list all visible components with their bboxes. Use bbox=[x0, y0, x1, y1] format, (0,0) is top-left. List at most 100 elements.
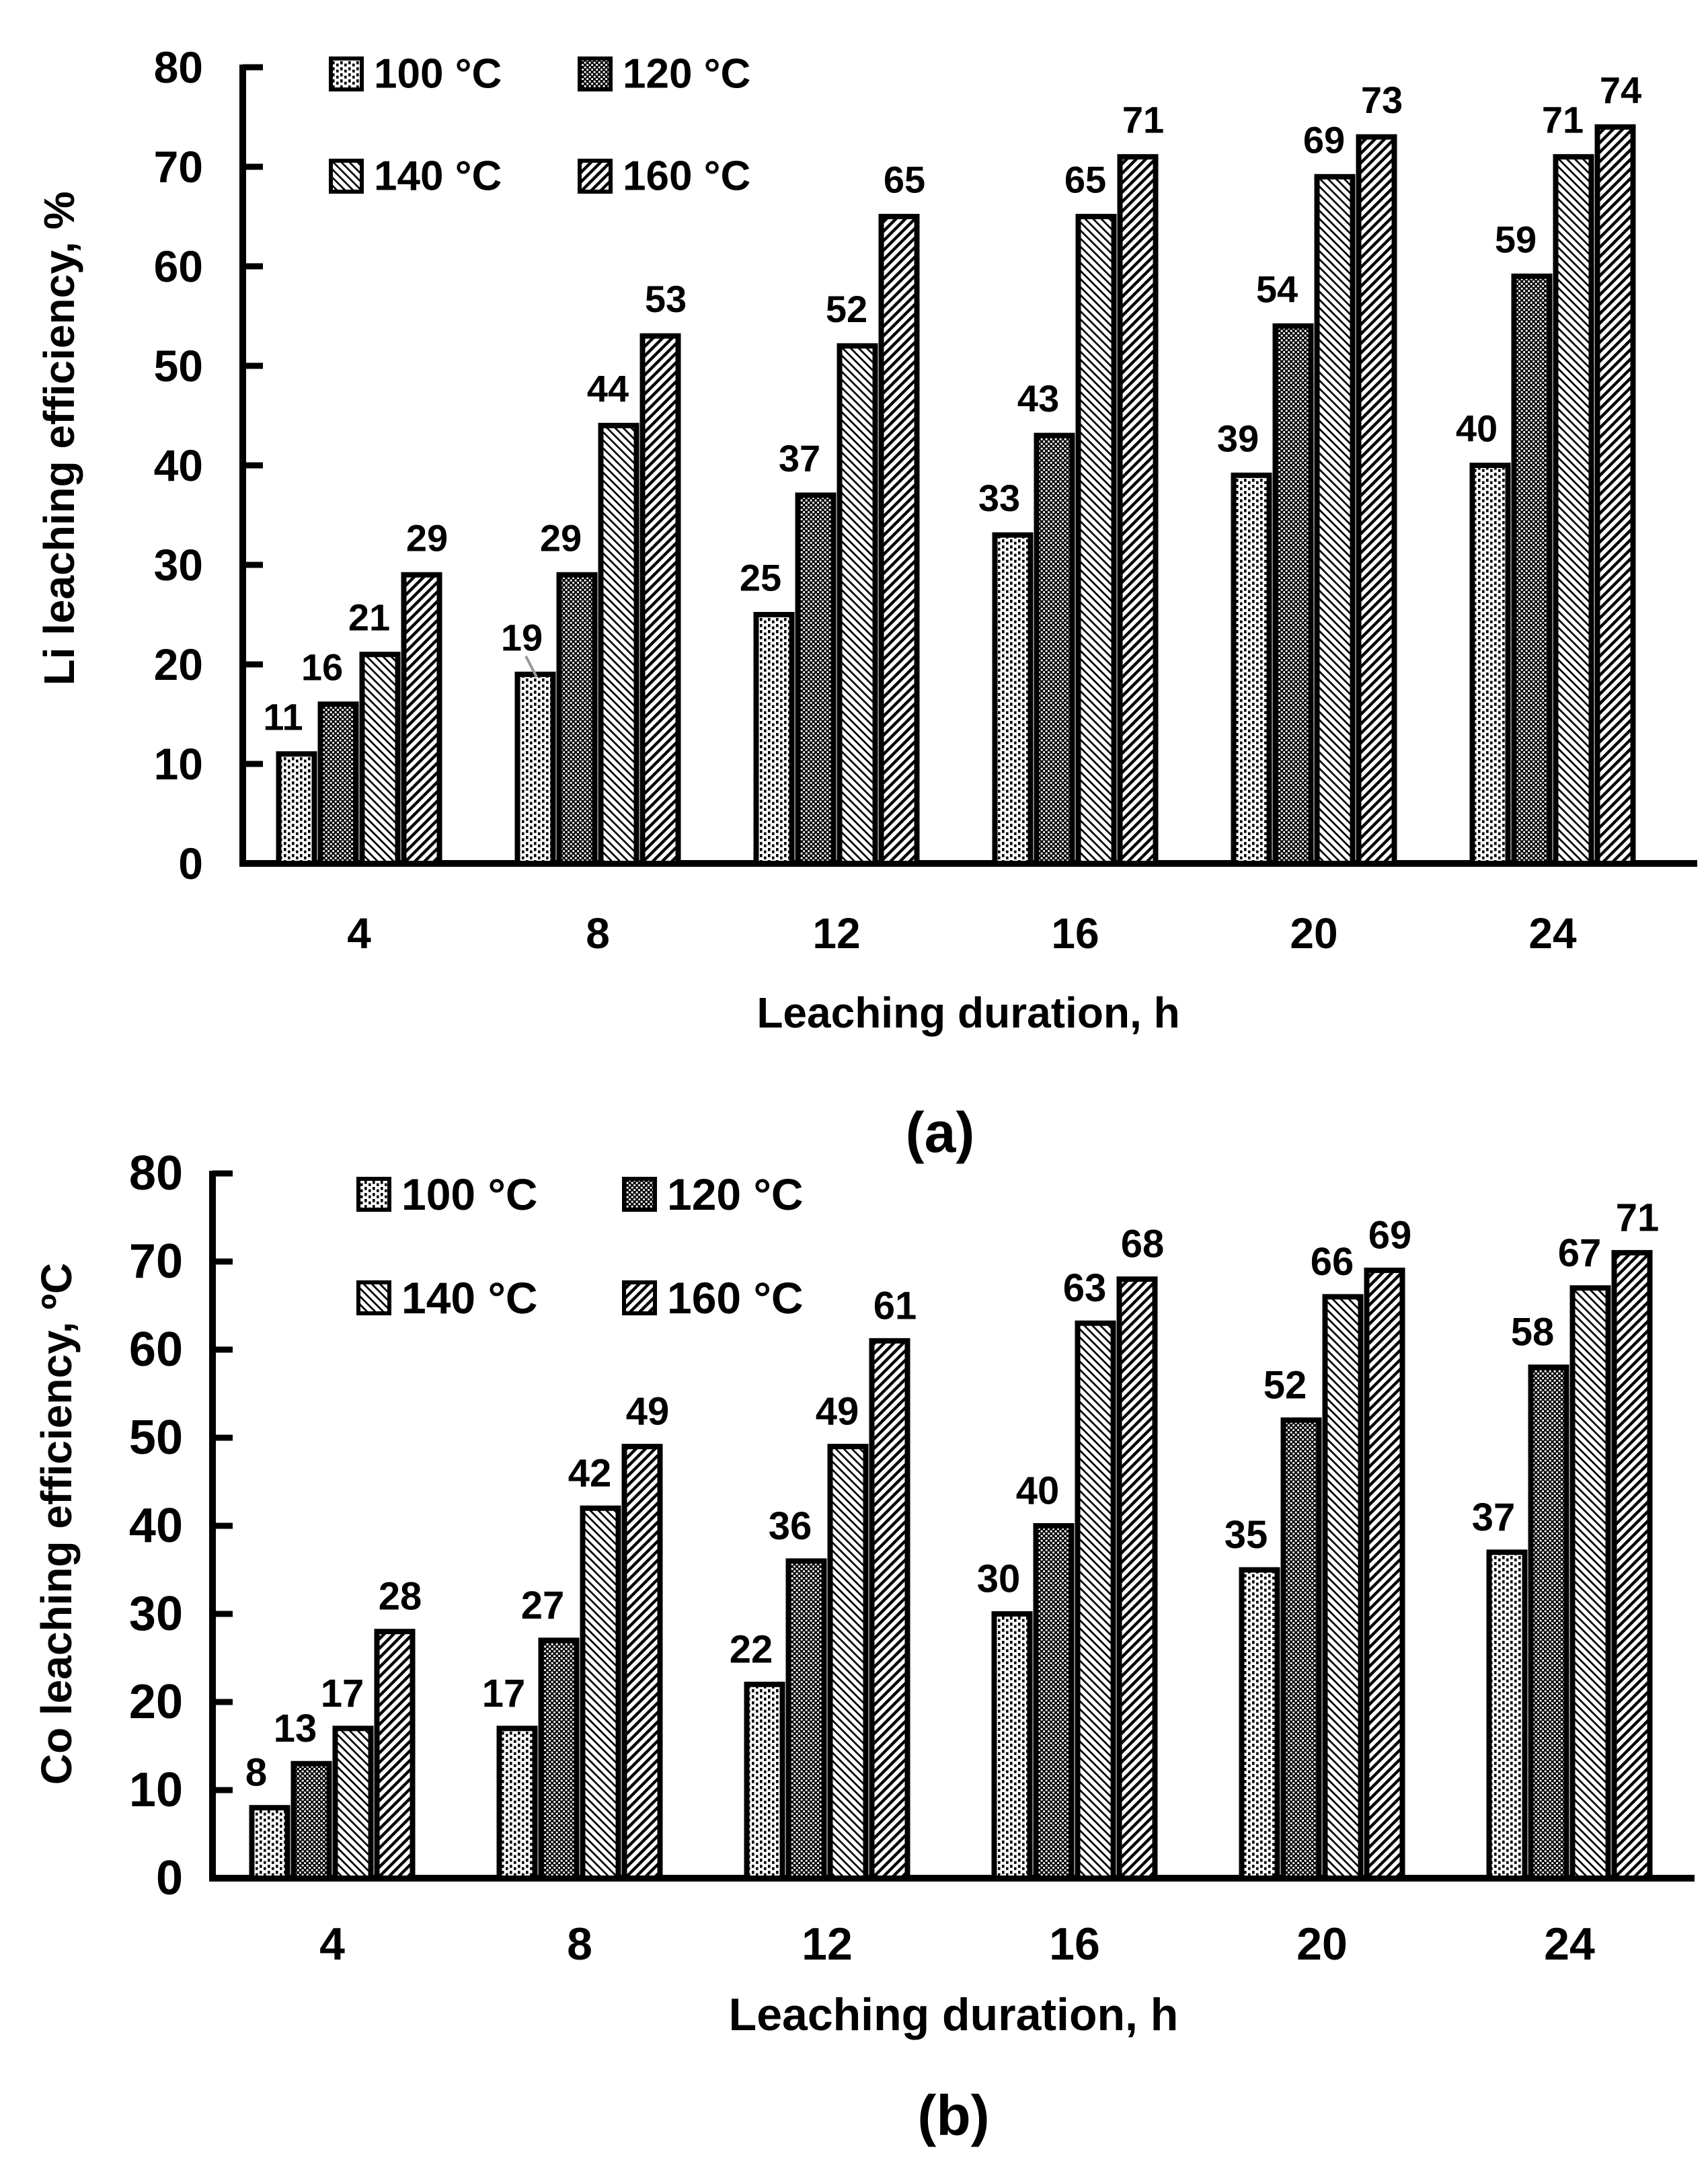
y-tick-label-a-40: 40 bbox=[154, 440, 203, 490]
bar-value-label-b-120C-16h: 40 bbox=[1016, 1469, 1060, 1513]
bar-a-100C-8h bbox=[514, 671, 556, 866]
bar-b-140C-8h bbox=[580, 1505, 621, 1882]
bar-value-label-a-100C-20h: 39 bbox=[1217, 417, 1259, 459]
panel-b: 0 10 20 30 40 50 60 70 80 8 17 22 30 35 37 13 27 36 40 52 58… bbox=[32, 1147, 1695, 2147]
bar-a-100C-4h bbox=[276, 751, 317, 866]
bar-b-140C-12h bbox=[827, 1444, 869, 1882]
bar-b-100C-8h bbox=[496, 1726, 538, 1882]
bar-value-label-b-140C-20h: 66 bbox=[1311, 1240, 1354, 1284]
bar-value-label-b-100C-8h: 17 bbox=[482, 1672, 526, 1715]
bar-b-100C-12h bbox=[744, 1681, 785, 1882]
y-axis-title-a: Li leaching efficiency, % bbox=[35, 191, 83, 685]
legend-swatch-a-160C bbox=[578, 159, 613, 194]
bar-value-label-a-120C-4h: 16 bbox=[301, 646, 343, 689]
x-tick-label-a-12h: 12 bbox=[812, 909, 860, 958]
bar-b-140C-16h bbox=[1075, 1320, 1116, 1881]
bar-value-label-b-100C-24h: 37 bbox=[1472, 1496, 1516, 1539]
y-tick-label-b-70: 70 bbox=[129, 1235, 183, 1288]
bar-value-label-a-120C-12h: 37 bbox=[779, 437, 820, 479]
bar-value-label-a-160C-20h: 73 bbox=[1361, 79, 1403, 121]
bar-value-label-a-120C-24h: 59 bbox=[1495, 218, 1537, 260]
legend-label-a-120C: 120 °C bbox=[623, 51, 750, 98]
x-tick-label-a-4h: 4 bbox=[347, 909, 371, 958]
bar-value-label-a-120C-16h: 43 bbox=[1017, 377, 1059, 420]
bar-b-160C-12h bbox=[869, 1338, 910, 1881]
x-tick-label-b-24h: 24 bbox=[1544, 1919, 1595, 1970]
bar-value-label-a-100C-12h: 25 bbox=[740, 557, 781, 599]
bar-b-160C-16h bbox=[1116, 1276, 1158, 1881]
bar-value-label-b-120C-20h: 52 bbox=[1264, 1363, 1307, 1407]
x-tick-label-b-16h: 16 bbox=[1049, 1919, 1100, 1970]
bar-value-label-b-140C-24h: 67 bbox=[1558, 1231, 1602, 1275]
y-tick-label-b-0: 0 bbox=[156, 1851, 183, 1905]
bar-b-160C-20h bbox=[1364, 1268, 1405, 1881]
bar-a-160C-16h bbox=[1117, 154, 1159, 867]
y-tick-label-a-20: 20 bbox=[154, 640, 203, 689]
bar-b-100C-4h bbox=[249, 1805, 290, 1881]
bar-value-label-b-140C-16h: 63 bbox=[1063, 1266, 1107, 1310]
bar-a-120C-8h bbox=[556, 572, 598, 866]
bar-a-140C-24h bbox=[1553, 154, 1594, 867]
x-tick-label-b-20h: 20 bbox=[1296, 1919, 1348, 1970]
bar-value-label-a-160C-12h: 65 bbox=[884, 159, 925, 201]
y-tick-label-b-30: 30 bbox=[129, 1587, 183, 1641]
y-tick-label-a-30: 30 bbox=[154, 540, 203, 590]
bar-value-label-a-140C-16h: 65 bbox=[1064, 159, 1106, 201]
y-tick-label-b-10: 10 bbox=[129, 1763, 183, 1817]
y-tick-label-b-60: 60 bbox=[129, 1323, 183, 1377]
bar-a-120C-20h bbox=[1272, 323, 1314, 866]
bar-b-120C-16h bbox=[1033, 1523, 1075, 1881]
bar-value-label-b-120C-12h: 36 bbox=[769, 1504, 812, 1548]
bar-a-140C-16h bbox=[1075, 214, 1117, 866]
bar-value-label-a-100C-16h: 33 bbox=[978, 477, 1020, 519]
panel-label-b: (b) bbox=[917, 2084, 989, 2147]
bar-value-label-a-140C-12h: 52 bbox=[826, 288, 867, 330]
bar-value-label-b-100C-20h: 35 bbox=[1225, 1513, 1268, 1557]
bar-value-label-b-140C-4h: 17 bbox=[321, 1672, 364, 1715]
bar-a-100C-16h bbox=[992, 532, 1034, 866]
bar-value-label-a-160C-4h: 29 bbox=[406, 516, 448, 559]
y-tick-label-b-50: 50 bbox=[129, 1411, 183, 1465]
y-tick-label-a-80: 80 bbox=[154, 42, 203, 92]
y-tick-label-b-80: 80 bbox=[129, 1147, 183, 1200]
y-tick-label-a-70: 70 bbox=[154, 142, 203, 192]
y-tick-label-b-40: 40 bbox=[129, 1499, 183, 1553]
bar-value-label-a-160C-16h: 71 bbox=[1122, 99, 1164, 141]
bar-value-label-a-100C-4h: 11 bbox=[263, 696, 303, 738]
bar-b-100C-16h bbox=[991, 1611, 1033, 1881]
x-tick-label-a-8h: 8 bbox=[586, 909, 610, 958]
bar-b-160C-4h bbox=[374, 1629, 416, 1881]
legend-swatch-a-120C bbox=[578, 56, 613, 91]
legend-swatch-a-140C bbox=[329, 159, 364, 194]
y-axis-title-b: Co leaching efficiency, ºC bbox=[32, 1263, 81, 1785]
bar-value-label-a-120C-20h: 54 bbox=[1256, 268, 1298, 310]
legend-swatch-a-100C bbox=[329, 56, 364, 91]
bar-value-label-b-120C-8h: 27 bbox=[521, 1584, 565, 1627]
bar-value-label-b-160C-24h: 71 bbox=[1616, 1196, 1660, 1239]
bar-b-100C-24h bbox=[1486, 1549, 1528, 1882]
bar-a-140C-8h bbox=[598, 422, 639, 866]
bar-b-140C-20h bbox=[1322, 1294, 1364, 1881]
bar-b-140C-24h bbox=[1569, 1285, 1611, 1882]
bar-value-label-a-160C-8h: 53 bbox=[645, 278, 687, 320]
x-tick-label-b-8h: 8 bbox=[567, 1919, 592, 1970]
x-tick-label-a-20h: 20 bbox=[1290, 909, 1337, 958]
bar-a-120C-12h bbox=[795, 492, 837, 866]
bar-value-label-b-100C-12h: 22 bbox=[730, 1627, 773, 1671]
bar-a-120C-4h bbox=[317, 701, 359, 866]
bar-a-140C-20h bbox=[1314, 173, 1356, 866]
legend-label-a-100C: 100 °C bbox=[374, 51, 502, 98]
panel-a: 0 10 20 30 40 50 60 70 80 11 19 25 33 39 40 16 29 37 43 54 5… bbox=[35, 42, 1697, 1164]
bar-value-label-a-100C-24h: 40 bbox=[1456, 408, 1498, 450]
bar-value-label-a-140C-24h: 71 bbox=[1542, 99, 1584, 141]
bar-b-160C-8h bbox=[621, 1444, 663, 1882]
bar-a-120C-16h bbox=[1034, 432, 1075, 866]
bar-b-120C-8h bbox=[538, 1637, 580, 1882]
bar-b-120C-12h bbox=[785, 1558, 827, 1881]
legend-label-a-140C: 140 °C bbox=[374, 153, 502, 200]
y-tick-label-a-10: 10 bbox=[154, 739, 203, 789]
bar-a-160C-12h bbox=[878, 214, 920, 866]
bar-b-120C-20h bbox=[1280, 1417, 1322, 1882]
x-tick-label-a-24h: 24 bbox=[1528, 909, 1577, 958]
bar-a-160C-4h bbox=[401, 572, 442, 866]
